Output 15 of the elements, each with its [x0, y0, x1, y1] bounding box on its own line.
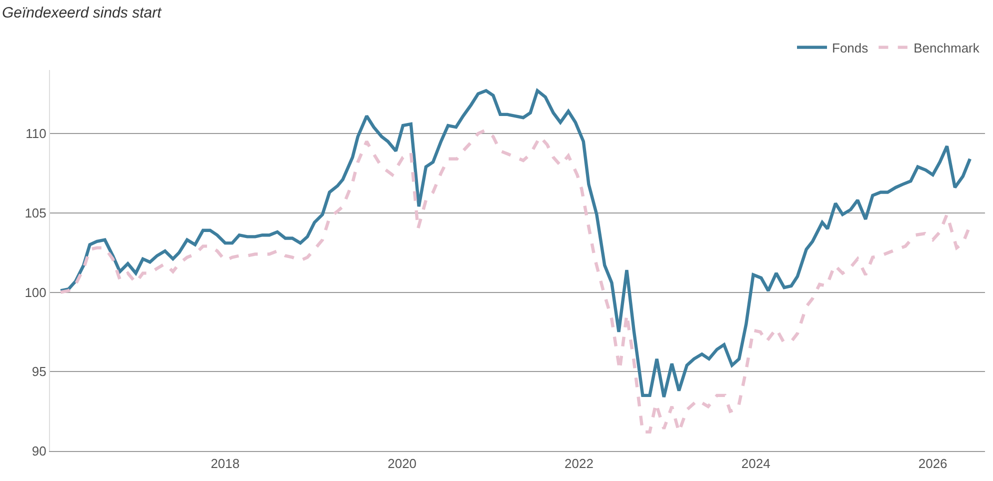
legend-label: Fonds	[832, 40, 869, 56]
x-tick-label: 2020	[388, 456, 417, 471]
y-tick-label: 90	[32, 444, 46, 459]
legend-label: Benchmark	[914, 40, 980, 56]
y-tick-label: 110	[26, 126, 46, 142]
x-tick-label: 2022	[564, 456, 594, 471]
y-tick-label: 95	[32, 364, 46, 380]
line-series	[59, 128, 972, 434]
y-tick-label: 105	[24, 205, 46, 220]
x-tick-label: 2018	[210, 456, 240, 471]
x-tick-label: 2026	[918, 456, 948, 471]
chart-title: Geïndexeerd sinds start	[2, 4, 162, 22]
y-tick-label: 100	[24, 284, 46, 300]
x-tick-label: 2024	[741, 456, 770, 471]
line-series	[59, 89, 972, 399]
